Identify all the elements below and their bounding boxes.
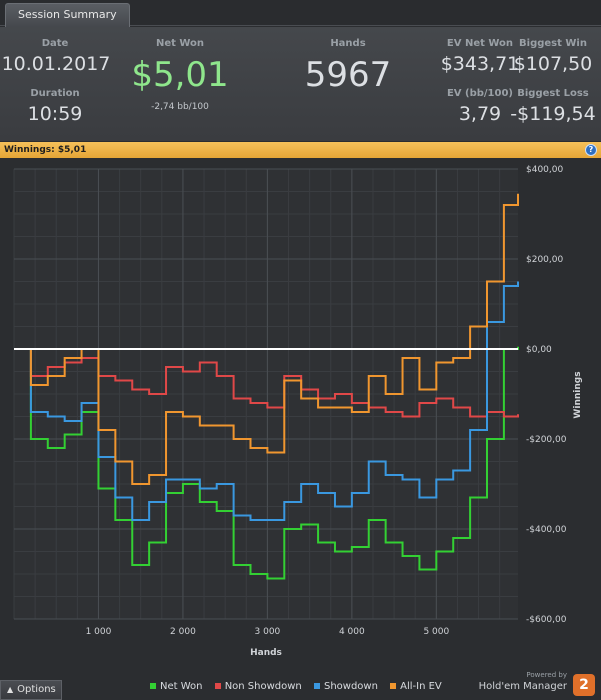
- legend-non-showdown[interactable]: Non Showdown: [214, 681, 302, 692]
- legend-net-won[interactable]: Net Won: [150, 681, 203, 692]
- net-won-label: Net Won: [155, 38, 205, 49]
- x-tick-label: 1 000: [86, 627, 112, 637]
- ev-net-won-value: $343,71: [440, 53, 520, 75]
- y-tick-label: -$600,00: [526, 615, 567, 625]
- legend-swatch: [313, 683, 320, 689]
- net-won-value: $5,01: [131, 55, 229, 95]
- legend-label: Net Won: [160, 681, 203, 692]
- y-tick-label: -$400,00: [526, 525, 567, 535]
- hands-label: Hands: [330, 38, 366, 49]
- legend-showdown[interactable]: Showdown: [313, 681, 378, 692]
- x-tick-label: 4 000: [339, 627, 365, 637]
- winnings-label: Winnings:: [4, 145, 55, 155]
- tab-bar: Session Summary: [0, 0, 601, 27]
- help-icon[interactable]: ?: [585, 144, 597, 156]
- ev-bb-label: EV (bb/100): [446, 88, 514, 99]
- y-tick-label: -$200,00: [526, 435, 567, 445]
- tab-session-summary[interactable]: Session Summary: [5, 3, 130, 27]
- powered-by-text: Powered by: [526, 671, 567, 679]
- biggest-win-value: $107,50: [513, 53, 593, 75]
- options-label: Options: [17, 684, 56, 695]
- date-label: Date: [41, 38, 69, 49]
- y-tick-label: $0,00: [526, 345, 552, 355]
- x-tick-label: 3 000: [255, 627, 281, 637]
- winnings-chart: $400,00 $200,00 $0,00 -$200,00 -$400,00 -$600…: [13, 165, 583, 658]
- session-summary-panel: Date 10.01.2017 Duration 10:59 Net Won $…: [0, 27, 601, 141]
- ev-net-won-label: EV Net Won: [446, 38, 514, 49]
- brand-badge-icon: 2: [573, 674, 595, 696]
- x-axis-title: Hands: [250, 648, 282, 658]
- series-line-net-won: [14, 346, 519, 580]
- brand-name: Hold'em Manager: [478, 681, 567, 692]
- biggest-win-label: Biggest Win: [519, 38, 587, 49]
- legend-swatch: [150, 683, 156, 689]
- options-button[interactable]: ▲ Options: [0, 680, 62, 700]
- biggest-loss-value: -$119,54: [510, 103, 596, 125]
- chart-area: $400,00 $200,00 $0,00 -$200,00 -$400,00 -$600…: [0, 159, 601, 700]
- winnings-bar: Winnings: $5,01 ?: [0, 142, 601, 158]
- chevron-up-icon: ▲: [7, 685, 14, 694]
- series-lines: [14, 193, 519, 580]
- biggest-loss-label: Biggest Loss: [517, 88, 589, 99]
- y-axis-title: Winnings: [573, 371, 583, 418]
- duration-label: Duration: [30, 88, 80, 99]
- ev-bb-value: 3,79: [458, 103, 502, 125]
- y-tick-label: $400,00: [526, 165, 563, 175]
- series-line-showdown: [14, 281, 519, 521]
- legend-swatch: [214, 683, 221, 689]
- legend-label: Showdown: [323, 681, 378, 692]
- date-value: 10.01.2017: [1, 53, 111, 75]
- bb100-value: -2,74 bb/100: [151, 102, 209, 112]
- y-tick-label: $200,00: [526, 255, 563, 265]
- x-tick-labels: 1 000 2 000 3 000 4 000 5 000: [86, 627, 450, 637]
- legend-swatch: [390, 683, 397, 689]
- x-tick-label: 2 000: [170, 627, 196, 637]
- winnings-value: $5,01: [57, 145, 87, 155]
- duration-value: 10:59: [27, 103, 83, 125]
- legend-label: All-In EV: [400, 681, 442, 692]
- x-tick-label: 5 000: [423, 627, 449, 637]
- series-line-all-in-ev: [14, 193, 519, 485]
- chart-legend: Net Won Non Showdown Showdown All-In EV: [150, 681, 451, 692]
- hands-value: 5967: [304, 55, 392, 95]
- legend-all-in-ev[interactable]: All-In EV: [390, 681, 442, 692]
- legend-label: Non Showdown: [224, 681, 302, 692]
- y-tick-labels: $400,00 $200,00 $0,00 -$200,00 -$400,00 -$600…: [526, 165, 567, 625]
